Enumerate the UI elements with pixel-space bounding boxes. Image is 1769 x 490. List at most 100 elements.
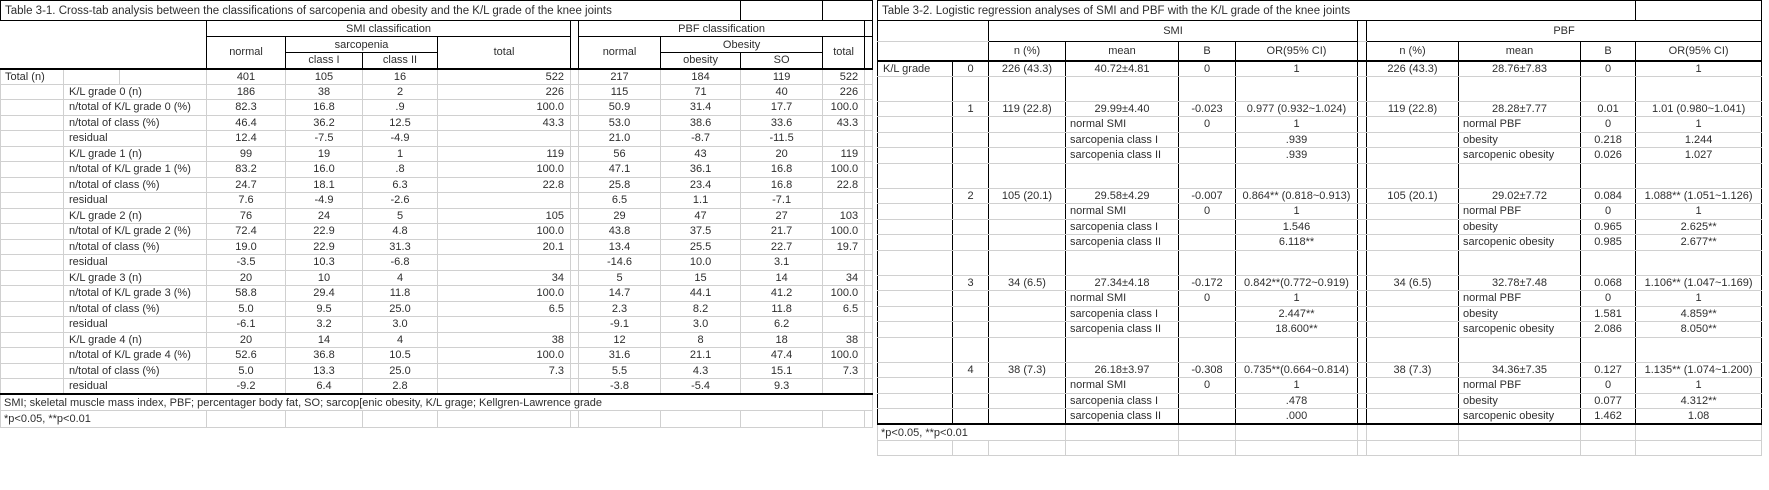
category-label: sarcopenic obesity (1458, 234, 1581, 251)
edge-cell (864, 223, 874, 240)
data-cell: 9.3 (740, 378, 824, 395)
col-header-total: total (822, 36, 866, 70)
table-row (877, 75, 1763, 102)
table-row: sarcopenia class I 1.546 obesity 0.965 2.625… (877, 218, 1763, 235)
row-label (877, 290, 953, 307)
table-row: residual -3.5 10.3 -6.8 -14.6 10.0 3.1 (0, 254, 874, 271)
data-cell: 522 (822, 68, 866, 85)
edge-cell (864, 99, 874, 116)
data-cell: 31.3 (362, 238, 438, 255)
cell (63, 68, 120, 85)
data-cell: 119 (437, 145, 571, 162)
spacer-cell (1366, 249, 1459, 276)
row-label (877, 377, 953, 394)
table-row: n/total of class (%) 24.7 18.1 6.3 22.8 25.8 2… (0, 176, 874, 193)
data-cell: 31.6 (578, 347, 661, 364)
edge-cell (864, 161, 874, 178)
data-cell: 47 (659, 207, 742, 224)
data-cell: 0.985 (1579, 234, 1637, 251)
cell (0, 114, 64, 131)
grade-cell: 4 (952, 361, 989, 378)
category-label: obesity (1458, 305, 1581, 322)
spacer-cell (1178, 423, 1236, 441)
data-cell: 1.08 (1635, 408, 1763, 425)
gap-cell (1357, 361, 1367, 378)
data-cell: 2.086 (1579, 321, 1637, 338)
data-cell: 0 (1579, 116, 1637, 133)
edge-cell (864, 300, 874, 317)
data-cell (988, 377, 1066, 394)
spacer-cell (988, 162, 1066, 189)
row-label: K/L grade (877, 60, 953, 77)
category-label: sarcopenic obesity (1458, 321, 1581, 338)
cell (0, 254, 64, 271)
data-cell: 9.5 (285, 300, 363, 317)
data-cell: 58.8 (206, 285, 286, 302)
gap-cell (1357, 116, 1367, 133)
spacer-cell (1579, 75, 1637, 102)
data-cell: 3.2 (285, 316, 363, 333)
edge-cell (864, 130, 874, 147)
table-row: n/total of K/L grade 2 (%) 72.4 22.9 4.8 100… (0, 223, 874, 240)
spacer-cell (1635, 423, 1763, 441)
title-spacer-cell (822, 0, 874, 21)
data-cell: 14 (285, 331, 363, 348)
data-cell: 2.677** (1635, 234, 1763, 251)
data-cell: 99 (206, 145, 286, 162)
data-cell: 100.0 (437, 223, 571, 240)
gap-cell (570, 362, 579, 379)
data-cell (1366, 321, 1459, 338)
data-cell (1366, 203, 1459, 220)
table1-title: Table 3-1. Cross-tab analysis between th… (0, 0, 742, 21)
row-label: n/total of class (%) (63, 176, 207, 193)
data-cell: 5.0 (206, 300, 286, 317)
table-row: Table 3-2. Logistic regression analyses … (876, 0, 1763, 21)
category-label: sarcopenia class II (1065, 234, 1179, 251)
table-row: 1 119 (22.8) 29.99±4.40 -0.023 0.977 (0.932~… (877, 100, 1763, 117)
data-cell (1366, 377, 1459, 394)
data-cell (822, 130, 866, 147)
data-cell: 28.76±7.83 (1458, 60, 1581, 77)
data-cell: 16.8 (740, 176, 824, 193)
col-header-class2: class II (362, 52, 438, 70)
table-row: residual 7.6 -4.9 -2.6 6.5 1.1 -7.1 (0, 192, 874, 209)
edge-cell (864, 378, 874, 395)
spacer-cell (822, 410, 866, 428)
row-label (877, 131, 953, 148)
data-cell: 1.244 (1635, 131, 1763, 148)
data-cell: 6.5 (578, 192, 661, 209)
spacer-cell (1366, 162, 1459, 189)
data-cell: 17.7 (740, 99, 824, 116)
gap-cell (571, 37, 579, 53)
data-cell: 4 (362, 331, 438, 348)
table-row (877, 162, 1763, 189)
data-cell (437, 130, 571, 147)
gap-cell (1357, 305, 1367, 322)
gap-cell (570, 99, 579, 116)
data-cell: 100.0 (437, 99, 571, 116)
data-cell (822, 254, 866, 271)
data-cell: 29 (578, 207, 661, 224)
data-cell (1366, 131, 1459, 148)
data-cell (988, 234, 1066, 251)
gap-cell (570, 83, 579, 100)
data-cell: 105 (20.1) (988, 187, 1066, 204)
data-cell: 4 (362, 269, 438, 286)
footnote: SMI; skeletal muscle mass index, PBF; pe… (0, 393, 874, 411)
data-cell: 2.8 (362, 378, 438, 395)
cell (0, 192, 64, 209)
table-row: sarcopenia class II 6.118** sarcopenic obe… (877, 234, 1763, 251)
data-cell: 226 (822, 83, 866, 100)
data-cell: 1 (362, 145, 438, 162)
table-row (877, 249, 1763, 276)
data-cell: 38 (285, 83, 363, 100)
data-cell: -6.8 (362, 254, 438, 271)
table-row: n/total of class (%) 19.0 22.9 31.3 20.1 13.4… (0, 238, 874, 255)
data-cell: 0 (1579, 203, 1637, 220)
gap-cell (570, 316, 579, 333)
spacer-cell (1458, 440, 1581, 456)
table-row: 3 34 (6.5) 27.34±4.18 -0.172 0.842**(0.772~0… (877, 274, 1763, 291)
cell (0, 285, 64, 302)
spacer-cell (1366, 75, 1459, 102)
